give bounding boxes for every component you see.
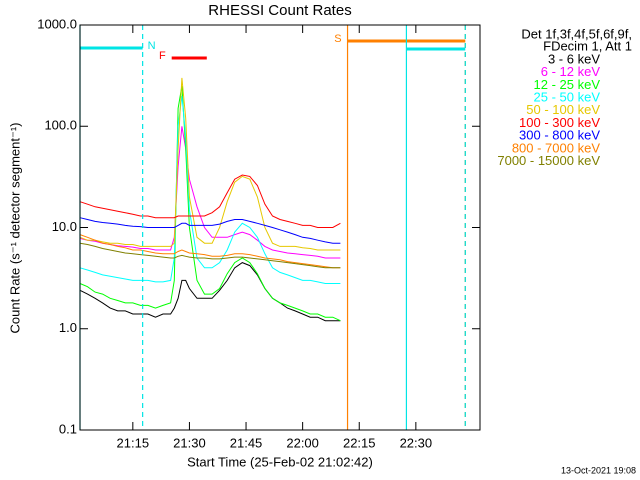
- series-line: [79, 234, 341, 269]
- y-tick-label: 10.0: [52, 219, 77, 234]
- legend-entry: 50 - 100 keV: [526, 102, 600, 117]
- x-tick-label: 22:30: [400, 435, 433, 450]
- y-tick-label: 0.1: [59, 421, 77, 436]
- x-tick-label: 22:15: [343, 435, 376, 450]
- series-line: [79, 242, 341, 269]
- series-line: [79, 95, 341, 284]
- footer: 13-Oct-2021 19:08: [561, 465, 636, 475]
- interval-label: S: [334, 33, 341, 45]
- legend-entry: 300 - 800 keV: [519, 128, 600, 143]
- y-axis-label: Count Rate (s⁻¹ detector segment⁻¹): [7, 123, 22, 334]
- series-line: [79, 174, 341, 228]
- chart-title: RHESSI Count Rates: [208, 2, 351, 19]
- x-axis-label: Start Time (25-Feb-02 21:02:42): [187, 454, 373, 469]
- legend-entry: 3 - 6 keV: [548, 51, 600, 66]
- y-tick-label: 100.0: [44, 118, 77, 133]
- legend-header: Det 1f,3f,4f,5f,6f,9f,: [521, 26, 632, 41]
- legend-header: FDecim 1, Att 1: [543, 38, 632, 53]
- series-line: [79, 85, 341, 322]
- legend-entry: 25 - 50 keV: [534, 90, 601, 105]
- legend-entry: 6 - 12 keV: [541, 64, 601, 79]
- series-line: [79, 77, 341, 251]
- series-line: [79, 126, 341, 259]
- legend-entry: 800 - 7000 keV: [512, 140, 601, 155]
- x-tick-label: 21:45: [230, 435, 263, 450]
- x-tick-label: 21:30: [173, 435, 206, 450]
- series-line: [79, 217, 341, 244]
- y-tick-label: 1000.0: [37, 16, 77, 31]
- interval-label: F: [159, 50, 166, 62]
- y-tick-label: 1.0: [59, 320, 77, 335]
- series-line: [79, 262, 341, 322]
- x-tick-label: 22:00: [286, 435, 319, 450]
- legend-entry: 12 - 25 keV: [534, 77, 601, 92]
- legend-entry: 100 - 300 keV: [519, 115, 600, 130]
- legend-entry: 7000 - 15000 keV: [497, 153, 600, 168]
- x-tick-label: 21:15: [117, 435, 150, 450]
- interval-label: N: [148, 40, 156, 52]
